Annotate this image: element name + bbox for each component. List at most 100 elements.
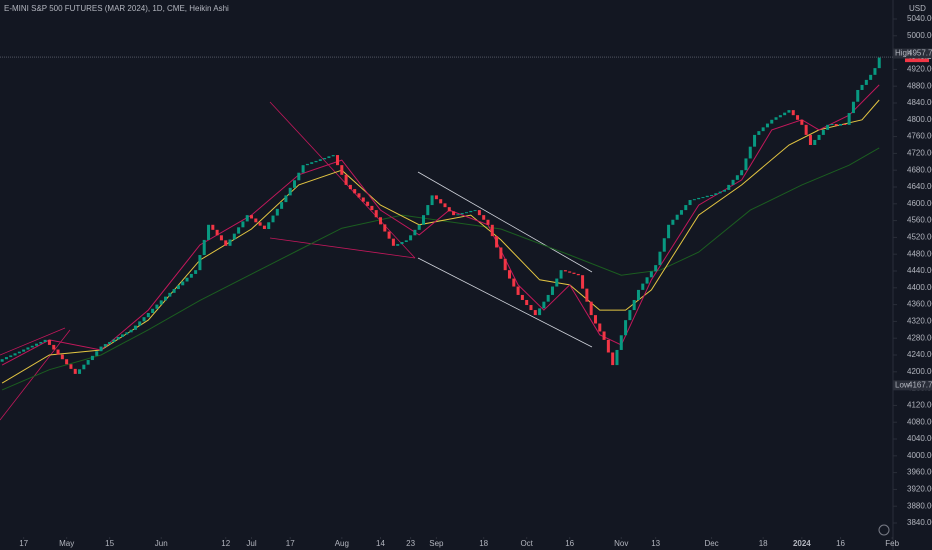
chart-title: E-MINI S&P 500 FUTURES (MAR 2024), 1D, C… (4, 4, 229, 13)
candle-body (387, 231, 391, 239)
candle-body (90, 355, 94, 361)
moving-averages (1, 84, 880, 391)
candle-body (112, 339, 116, 342)
candle-body (370, 205, 374, 211)
candle-body (538, 308, 542, 316)
candle-body (73, 368, 77, 374)
y-tick-label: 4280.00 (907, 333, 932, 342)
trend-line (0, 329, 71, 421)
candle-body (65, 359, 69, 365)
candle-body (439, 199, 443, 204)
candle-body (413, 229, 417, 236)
candle-body (121, 334, 125, 337)
y-tick-label: 5000.00 (907, 31, 932, 40)
drawings (0, 101, 593, 421)
candle-body (869, 74, 873, 80)
candle-body (245, 215, 249, 222)
candle-body (705, 195, 709, 198)
candle-body (735, 175, 739, 180)
candle-body (250, 215, 254, 219)
candle-body (671, 219, 675, 225)
candle-body (877, 57, 881, 69)
candle-body (103, 344, 107, 347)
candles (0, 57, 881, 374)
candle-body (598, 323, 602, 332)
x-tick-label: Aug (335, 539, 349, 548)
candle-body (447, 207, 451, 212)
y-tick-label: 3840.00 (907, 518, 932, 527)
candle-body (176, 285, 180, 290)
y-tick-label: 4760.00 (907, 132, 932, 141)
candle-body (649, 271, 653, 278)
candle-body (847, 113, 851, 125)
candle-body (288, 187, 292, 196)
candle-body (632, 299, 636, 311)
candle-body (336, 155, 340, 166)
candle-body (667, 224, 671, 239)
candle-body (727, 184, 731, 190)
candle-body (710, 194, 714, 196)
candle-body (679, 210, 683, 215)
candle-body (512, 278, 516, 287)
y-tick-label: 4800.00 (907, 115, 932, 124)
candle-body (611, 352, 615, 366)
candle-body (181, 281, 185, 286)
candle-body (507, 270, 511, 279)
candle-body (35, 343, 39, 346)
y-tick-label: 4240.00 (907, 350, 932, 359)
high-label: High (895, 49, 911, 58)
candle-body (658, 251, 662, 266)
candle-body (426, 205, 430, 216)
candle-body (714, 193, 718, 195)
candle-body (826, 124, 830, 130)
candle-body (56, 349, 60, 355)
candle-body (69, 364, 73, 369)
candle-body (555, 278, 559, 287)
candle-body (495, 236, 499, 248)
candle-body (241, 221, 245, 228)
x-tick-label: 15 (105, 539, 114, 548)
candle-body (275, 208, 279, 216)
candle-body (473, 210, 477, 212)
x-tick-label: Dec (704, 539, 718, 548)
x-tick-label: 14 (376, 539, 385, 548)
y-tick-label: 4200.00 (907, 367, 932, 376)
y-tick-label: 3880.00 (907, 501, 932, 510)
candle-body (718, 191, 722, 194)
channel-line (417, 171, 593, 273)
candle-body (692, 199, 696, 201)
y-tick-label: 4560.00 (907, 216, 932, 225)
candle-body (662, 238, 666, 252)
candle-body (344, 174, 348, 185)
candle-body (834, 123, 838, 126)
candle-body (82, 364, 86, 370)
candle-body (783, 112, 787, 116)
candle-body (262, 225, 266, 229)
candle-body (434, 195, 438, 200)
trend-line (0, 327, 66, 356)
candle-body (645, 277, 649, 284)
x-tick-label: 18 (479, 539, 488, 548)
candle-body (503, 258, 507, 271)
candle-body (331, 155, 335, 157)
candle-body (95, 351, 99, 356)
candle-body (456, 214, 460, 216)
candle-body (340, 165, 344, 175)
candle-body (305, 163, 309, 166)
candle-body (357, 193, 361, 198)
candle-body (796, 115, 800, 120)
candle-body (443, 203, 447, 208)
candle-body (417, 224, 421, 230)
candle-body (310, 162, 314, 164)
y-tick-label: 4360.00 (907, 300, 932, 309)
candle-body (589, 301, 593, 316)
candle-body (327, 156, 331, 159)
candle-body (722, 189, 726, 192)
candle-body (602, 331, 606, 340)
x-tick-label: Sep (429, 539, 444, 548)
x-tick-label: Jun (155, 539, 168, 548)
candle-body (194, 270, 198, 274)
candle-body (219, 235, 223, 241)
candle-body (697, 197, 701, 200)
